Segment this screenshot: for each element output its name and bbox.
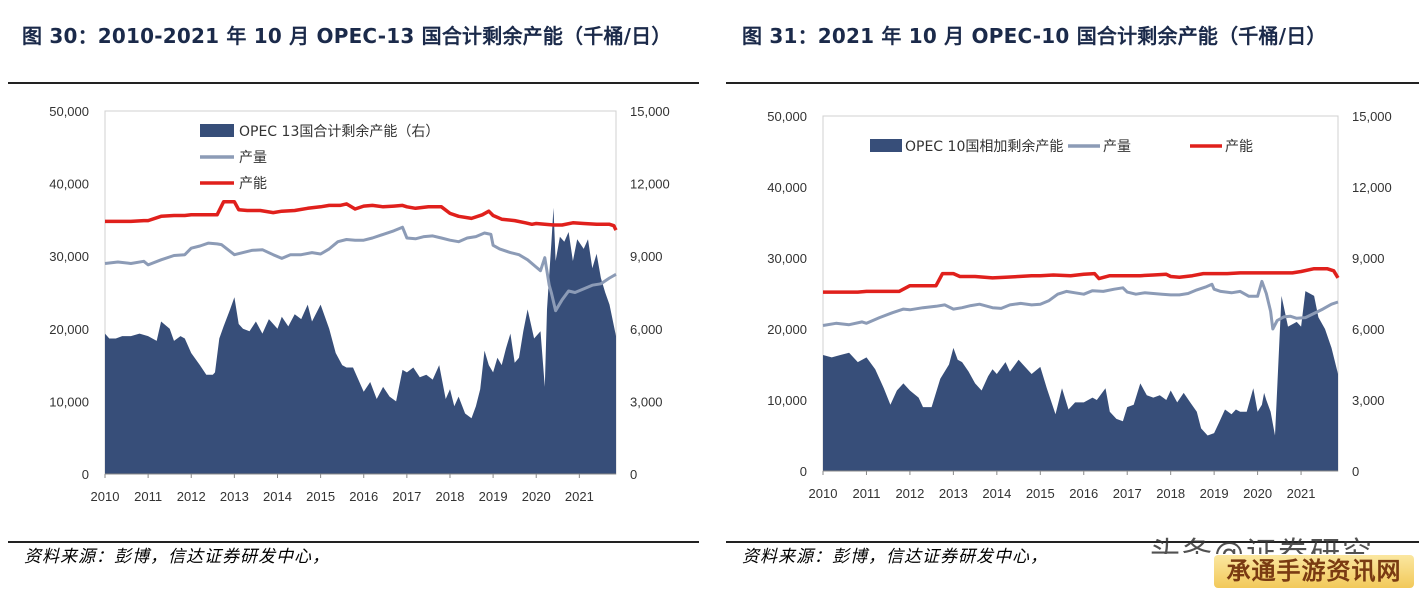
series-line-production [822,279,1339,331]
watermark-bottom: 承通手游资讯网 [1214,555,1414,588]
legend-label: 产量 [239,150,267,166]
y-left-tick-label: 50,000 [767,109,807,124]
x-tick-label: 2010 [91,489,120,504]
x-tick-label: 2021 [1287,486,1316,501]
legend-label: 产能 [239,176,267,192]
y-left-tick-label: 10,000 [49,394,89,409]
x-tick-label: 2020 [1243,486,1272,501]
legend-label: OPEC 10国相加剩余产能 [905,138,1063,155]
figure-30-panel: 图 30：2010-2021 年 10 月 OPEC-13 国合计剩余产能（千桶… [0,0,705,590]
series-area-spare-capacity [823,291,1338,471]
y-left-tick-label: 30,000 [767,251,807,266]
figure-31-top-rule [726,82,1419,84]
legend-label: 产能 [1225,139,1253,155]
y-right-tick-label: 12,000 [1352,180,1392,195]
x-tick-label: 2011 [134,489,162,504]
x-tick-label: 2021 [565,489,594,504]
figure-31-panel: 图 31：2021 年 10 月 OPEC-10 国合计剩余产能（千桶/日） 2… [726,0,1427,590]
series-line-capacity [105,200,618,231]
x-tick-label: 2014 [982,486,1011,501]
series-line-production [104,225,617,313]
legend-swatch-spare [200,124,234,137]
figure-31-chart: 2010 2011 2012 2013 2014 2015 2016 2017 2018 2019… [767,109,1392,501]
legend-label: 产量 [1103,139,1131,155]
x-tick-label: 2018 [436,489,465,504]
x-tick-label: 2019 [1200,486,1229,501]
y-left-tick-label: 20,000 [767,322,807,337]
figure-31-title: 图 31：2021 年 10 月 OPEC-10 国合计剩余产能（千桶/日） [742,24,1327,48]
y-right-tick-label: 0 [630,467,637,482]
x-tick-label: 2013 [939,486,968,501]
x-tick-label: 2013 [220,489,249,504]
y-right-tick-label: 15,000 [1352,109,1392,124]
y-right-tick-label: 0 [1352,464,1359,479]
y-right-tick-label: 6,000 [630,322,663,337]
x-tick-label: 2015 [306,489,335,504]
y-right-tick-label: 12,000 [630,177,670,192]
figure-31-source: 资料来源：彭博，信达证券研发中心， [742,547,1048,567]
x-tick-label: 2016 [1069,486,1098,501]
y-left-tick-label: 0 [800,464,807,479]
y-left-tick-label: 10,000 [767,393,807,408]
x-tick-label: 2018 [1156,486,1185,501]
y-right-tick-label: 15,000 [630,104,670,119]
series-line-capacity [823,266,1340,294]
figure-30-bottom-rule [8,541,699,543]
series-area-spare-capacity [105,207,616,475]
legend-swatch-spare [870,139,902,152]
x-tick-label: 2017 [392,489,421,504]
y-left-tick-label: 30,000 [49,249,89,264]
y-left-tick-label: 40,000 [767,180,807,195]
y-right-tick-label: 9,000 [1352,251,1385,266]
figure-31-bottom-rule [726,541,1419,543]
y-left-tick-label: 0 [82,467,89,482]
x-tick-label: 2016 [349,489,378,504]
x-tick-label: 2014 [263,489,292,504]
y-right-tick-label: 9,000 [630,249,663,264]
x-tick-label: 2010 [809,486,838,501]
x-tick-label: 2020 [522,489,551,504]
watermark-top: 头条@证券研究 [1150,536,1374,554]
x-tick-label: 2015 [1026,486,1055,501]
y-right-tick-label: 3,000 [630,394,663,409]
y-left-tick-label: 20,000 [49,322,89,337]
x-tick-label: 2012 [177,489,206,504]
legend-label: OPEC 13国合计剩余产能（右） [239,123,439,140]
y-left-tick-label: 40,000 [49,177,89,192]
y-left-tick-label: 50,000 [49,104,89,119]
x-tick-label: 2019 [479,489,508,504]
x-tick-label: 2017 [1113,486,1142,501]
figure-30-chart: 2010 2011 2012 2013 2014 2015 2016 2017 2018 2019… [49,104,670,504]
y-right-tick-label: 3,000 [1352,393,1385,408]
y-right-tick-label: 6,000 [1352,322,1385,337]
figure-30-title: 图 30：2010-2021 年 10 月 OPEC-13 国合计剩余产能（千桶… [22,24,672,48]
figure-30-top-rule [8,82,699,84]
x-tick-label: 2011 [852,486,880,501]
figure-30-source: 资料来源：彭博，信达证券研发中心， [24,547,330,567]
x-tick-label: 2012 [895,486,924,501]
